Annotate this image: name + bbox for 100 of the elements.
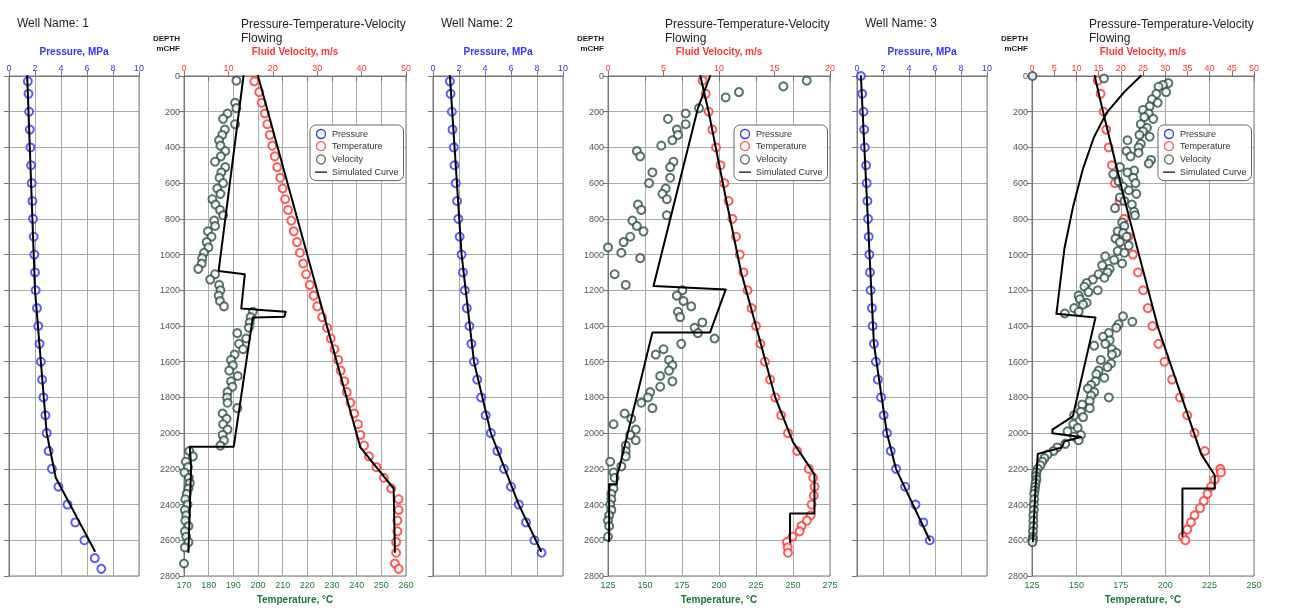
x-axis-title: Temperature, °C (680, 593, 758, 605)
x-tick-label: 6 (84, 62, 90, 73)
x-tick-label: 250 (1246, 579, 1262, 590)
y-tick-label: 600 (1012, 178, 1028, 189)
legend-label: Temperature (332, 141, 383, 152)
y-tick-label: 2200 (583, 463, 604, 474)
y-tick-label: 200 (1012, 106, 1028, 117)
x2-tick-label: 5 (660, 62, 667, 73)
y-tick-label: 1600 (583, 356, 604, 367)
y-tick-label: 1000 (1007, 249, 1028, 260)
y-tick-label: 400 (588, 142, 604, 153)
x-tick-label: 0 (6, 62, 12, 73)
y-tick-label: 2000 (1007, 428, 1028, 439)
x-tick-label: 125 (600, 579, 616, 590)
y-tick-label: 1600 (159, 356, 180, 367)
x-tick-label: 250 (785, 579, 801, 590)
x2-tick-label: 50 (1248, 62, 1260, 73)
y-tick-label: 1800 (583, 392, 604, 403)
y-tick-label: 1200 (583, 285, 604, 296)
y-tick-label: 400 (1012, 142, 1028, 153)
x-tick-label: 10 (557, 62, 569, 73)
x-tick-label: 150 (1068, 579, 1084, 590)
y-tick-label: 1400 (1007, 321, 1028, 331)
x-tick-label: 125 (1024, 579, 1040, 590)
x-tick-label: 250 (373, 579, 389, 590)
x-axis-title: Pressure, MPa (463, 45, 533, 57)
y-tick-label: 2200 (159, 463, 180, 474)
x-tick-label: 10 (981, 62, 993, 73)
x-tick-label: 8 (958, 62, 964, 73)
x2-tick-label: 45 (1226, 62, 1237, 73)
x2-tick-label: 20 (267, 62, 278, 73)
text: Pressure (332, 128, 369, 139)
y-tick-label: 400 (164, 142, 180, 153)
x-tick-label: 170 (176, 579, 192, 590)
y-tick-label: 800 (1012, 213, 1028, 224)
x2-tick-label: 15 (769, 62, 780, 73)
legend-label: Velocity (332, 154, 364, 165)
x2-tick-label: 40 (356, 62, 367, 73)
x-tick-label: 200 (250, 579, 266, 590)
legend-label: Temperature (1180, 141, 1231, 152)
x-tick-label: 4 (906, 62, 912, 73)
x-tick-label: 200 (711, 579, 727, 590)
legend-label: Velocity (1180, 154, 1212, 165)
y-tick-label: 0 (598, 71, 604, 81)
x-tick-label: 190 (225, 579, 241, 590)
x-tick-label: 6 (508, 62, 514, 73)
x-tick-label: 6 (932, 62, 938, 73)
x-tick-label: 240 (349, 579, 365, 590)
text: Pressure (1180, 128, 1217, 139)
y-tick-label: 2800 (1007, 571, 1028, 581)
x2-axis-title: Fluid Velocity, m/s (675, 45, 763, 57)
y-tick-label: 2400 (159, 499, 180, 510)
x2-tick-label: 50 (400, 62, 412, 73)
y-tick-label: 2800 (159, 571, 180, 581)
y-tick-label: 200 (164, 106, 180, 117)
y-tick-label: 2600 (583, 535, 604, 546)
x2-tick-label: 25 (1137, 62, 1149, 73)
y-tick-label: 2400 (1007, 499, 1028, 510)
x-tick-label: 260 (398, 579, 414, 590)
x2-tick-label: 40 (1204, 62, 1215, 73)
x-tick-label: 180 (201, 579, 217, 590)
legend-label: Temperature (756, 141, 807, 152)
x2-tick-label: 15 (1093, 62, 1104, 73)
y-tick-label: 2000 (583, 428, 604, 439)
y-tick-label: 600 (588, 178, 604, 189)
x-tick-label: 225 (748, 579, 764, 590)
legend-label: Simulated Curve (332, 167, 399, 178)
x2-tick-label: 20 (824, 62, 836, 73)
x-tick-label: 2 (880, 62, 886, 73)
x-tick-label: 225 (1202, 579, 1218, 590)
x-tick-label: 0 (430, 62, 436, 73)
x-tick-label: 200 (1157, 579, 1173, 590)
x-tick-label: 2 (32, 62, 38, 73)
x2-tick-label: 5 (1051, 62, 1057, 73)
x-tick-label: 175 (674, 579, 690, 590)
y-tick-label: 2200 (1007, 463, 1028, 474)
y-tick-label: 2600 (1007, 535, 1028, 546)
y-tick-label: 800 (164, 213, 180, 224)
chart-title: Well Name: 2 (441, 16, 514, 30)
x-tick-label: 8 (110, 62, 116, 73)
y-tick-label: 1600 (1007, 356, 1028, 367)
y-tick-label: 2600 (159, 535, 180, 546)
y-tick-label: 800 (588, 213, 604, 224)
x-tick-label: 10 (133, 62, 145, 73)
x2-axis-title: Fluid Velocity, m/s (251, 45, 339, 57)
y-tick-label: 600 (164, 178, 180, 189)
x-tick-label: 275 (822, 579, 838, 590)
x2-tick-label: 30 (312, 62, 323, 73)
y-tick-label: 1200 (1007, 285, 1028, 296)
x-axis-title: Temperature, °C (1104, 593, 1182, 605)
chart-title: Well Name: 3 (865, 16, 938, 30)
y-tick-label: 0 (1022, 71, 1028, 81)
x-tick-label: 230 (324, 579, 340, 590)
y-tick-label: 2400 (583, 499, 604, 510)
chart-title: Pressure-Temperature-Velocity Flowing (665, 17, 834, 45)
x-tick-label: 0 (854, 62, 860, 73)
legend-label: Velocity (756, 154, 788, 165)
y-tick-label: 1000 (583, 249, 604, 260)
x2-tick-label: 20 (1115, 62, 1126, 73)
y-tick-label: 0 (174, 71, 180, 81)
